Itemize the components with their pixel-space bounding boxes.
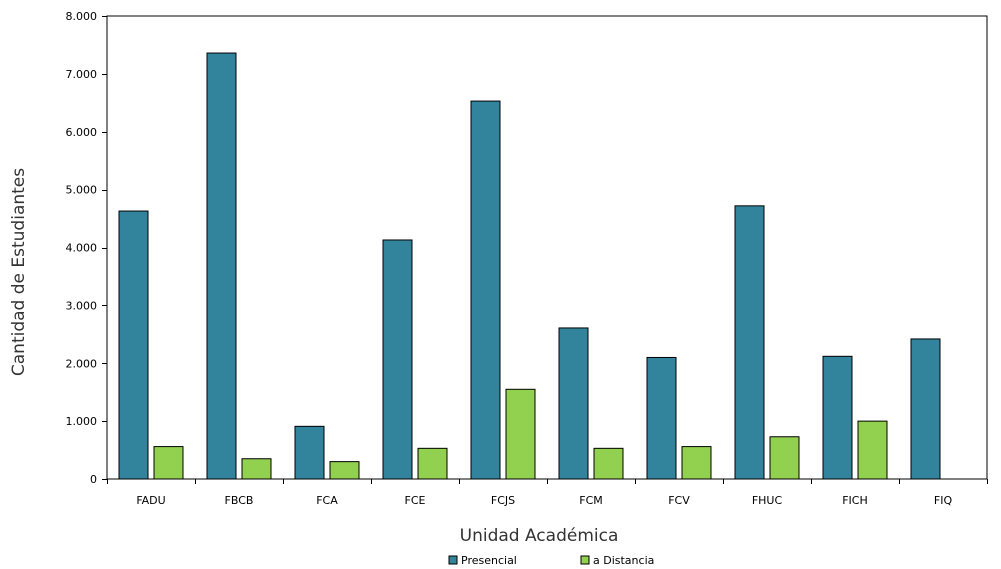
chart-axes bbox=[102, 15, 988, 484]
y-tick-label: 3.000 bbox=[66, 299, 98, 312]
y-tick-label: 7.000 bbox=[66, 68, 98, 81]
bar-presencial-fcm bbox=[558, 327, 589, 480]
chart-bars bbox=[118, 52, 941, 480]
bar-presencial-fhuc bbox=[734, 205, 765, 480]
bar-a-distancia-fhuc bbox=[769, 436, 800, 480]
y-tick-label: 0 bbox=[90, 473, 97, 486]
bar-a-distancia-fce bbox=[417, 447, 448, 480]
legend-swatch bbox=[448, 555, 458, 565]
y-tick-labels: 0 1.000 2.000 3.000 4.000 5.000 6.000 7.000 8.00… bbox=[66, 10, 98, 486]
legend-label: a Distancia bbox=[593, 554, 654, 567]
y-tick-label: 6.000 bbox=[66, 126, 98, 139]
x-tick-label: FCE bbox=[405, 494, 426, 507]
bar-a-distancia-fadu bbox=[153, 446, 184, 480]
legend-swatch bbox=[580, 555, 590, 565]
bar-a-distancia-fcjs bbox=[505, 388, 536, 480]
bar-presencial-fce bbox=[382, 239, 413, 480]
x-tick-label: FADU bbox=[136, 494, 165, 507]
x-tick-label: FCM bbox=[579, 494, 603, 507]
x-tick-label: FCJS bbox=[491, 494, 515, 507]
y-tick-label: 8.000 bbox=[66, 10, 98, 23]
legend: Presencial a Distancia bbox=[448, 554, 654, 567]
bar-a-distancia-fcm bbox=[593, 447, 624, 480]
bar-a-distancia-fcv bbox=[681, 446, 712, 480]
bar-presencial-fcjs bbox=[470, 100, 501, 480]
x-axis-title: Unidad Académica bbox=[460, 526, 619, 546]
bar-presencial-fadu bbox=[118, 210, 149, 480]
bar-presencial-fich bbox=[822, 355, 853, 480]
x-tick-label: FBCB bbox=[225, 494, 254, 507]
bar-presencial-fbcb bbox=[206, 52, 237, 480]
y-tick-label: 4.000 bbox=[66, 242, 98, 255]
bar-a-distancia-fich bbox=[857, 420, 888, 480]
y-tick-label: 2.000 bbox=[66, 357, 98, 370]
x-tick-label: FCA bbox=[316, 494, 338, 507]
x-tick-label: FCV bbox=[668, 494, 690, 507]
legend-label: Presencial bbox=[461, 554, 517, 567]
bar-presencial-fcv bbox=[646, 356, 677, 480]
bar-a-distancia-fbcb bbox=[241, 458, 272, 480]
x-tick-label: FHUC bbox=[752, 494, 783, 507]
x-tick-label: FICH bbox=[842, 494, 868, 507]
y-tick-label: 5.000 bbox=[66, 184, 98, 197]
bar-presencial-fiq bbox=[910, 338, 941, 480]
x-tick-labels: FADU FBCB FCA FCE FCJS FCM FCV FHUC FICH FIQ bbox=[136, 494, 952, 507]
plot-area-frame bbox=[106, 15, 988, 480]
y-axis-title: Cantidad de Estudiantes bbox=[9, 168, 29, 376]
bar-a-distancia-fca bbox=[329, 461, 360, 480]
bar-presencial-fca bbox=[294, 425, 325, 480]
x-tick-label: FIQ bbox=[934, 494, 953, 507]
y-tick-label: 1.000 bbox=[66, 415, 98, 428]
